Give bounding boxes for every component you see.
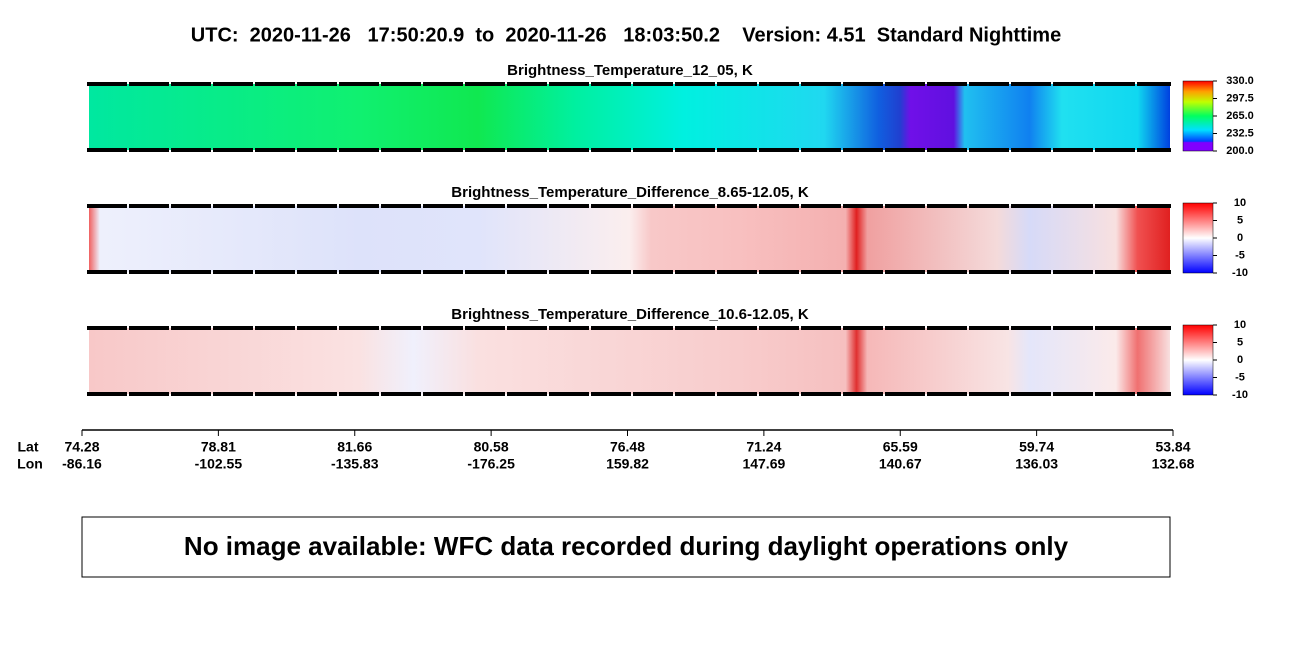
colorbar [1182, 324, 1214, 396]
lat-tick-label: 80.58 [474, 439, 509, 455]
panel-image [89, 206, 1170, 272]
lat-tick-label: 65.59 [883, 439, 918, 455]
lon-tick-label: -86.16 [62, 456, 102, 472]
lon-tick-label: 140.67 [879, 456, 922, 472]
lat-tick-label: 81.66 [337, 439, 372, 455]
colorbar-tick-label: -10 [1232, 267, 1248, 279]
panel-title: Brightness_Temperature_12_05, K [507, 62, 753, 79]
colorbar-tick-label: -10 [1232, 389, 1248, 401]
colorbar-tick-label: -5 [1235, 371, 1245, 383]
colorbar [1182, 202, 1214, 274]
note-box [81, 516, 1171, 578]
lat-tick-label: 78.81 [201, 439, 236, 455]
colorbar-tick-label: 0 [1237, 354, 1243, 366]
lon-tick-label: 132.68 [1152, 456, 1195, 472]
colorbar-tick-label: -5 [1235, 249, 1245, 261]
colorbar-tick-label: 0 [1237, 232, 1243, 244]
lon-tick-label: 159.82 [606, 456, 649, 472]
panel-title: Brightness_Temperature_Difference_8.65-1… [451, 184, 809, 201]
colorbar-tick-label: 10 [1234, 319, 1246, 331]
lat-tick-label: 71.24 [746, 439, 781, 455]
colorbar-tick-label: 265.0 [1226, 110, 1254, 122]
colorbar-tick-label: 200.0 [1226, 145, 1254, 157]
colorbar-tick-label: 297.5 [1226, 92, 1254, 104]
lat-tick-label: 74.28 [64, 439, 99, 455]
lon-label: Lon [17, 456, 43, 472]
colorbar-tick-label: 10 [1234, 197, 1246, 209]
lat-tick-label: 53.84 [1155, 439, 1190, 455]
lat-tick-label: 76.48 [610, 439, 645, 455]
lat-label: Lat [18, 439, 39, 455]
panel-image [89, 328, 1170, 394]
panel-title: Brightness_Temperature_Difference_10.6-1… [451, 306, 809, 323]
lon-tick-label: -102.55 [195, 456, 243, 472]
lon-tick-label: 147.69 [742, 456, 785, 472]
colorbar-tick-label: 5 [1237, 214, 1243, 226]
colorbar [1182, 80, 1214, 152]
colorbar-tick-label: 330.0 [1226, 75, 1254, 87]
lat-tick-label: 59.74 [1019, 439, 1054, 455]
lon-tick-label: -135.83 [331, 456, 379, 472]
colorbar-tick-label: 5 [1237, 336, 1243, 348]
panel-image [89, 84, 1170, 150]
lon-tick-label: -176.25 [467, 456, 515, 472]
note: No image available: WFC data recorded du… [184, 531, 1069, 561]
page-title: UTC: 2020-11-26 17:50:20.9 to 2020-11-26… [191, 24, 1061, 46]
lon-tick-label: 136.03 [1015, 456, 1058, 472]
colorbar-tick-label: 232.5 [1226, 127, 1254, 139]
